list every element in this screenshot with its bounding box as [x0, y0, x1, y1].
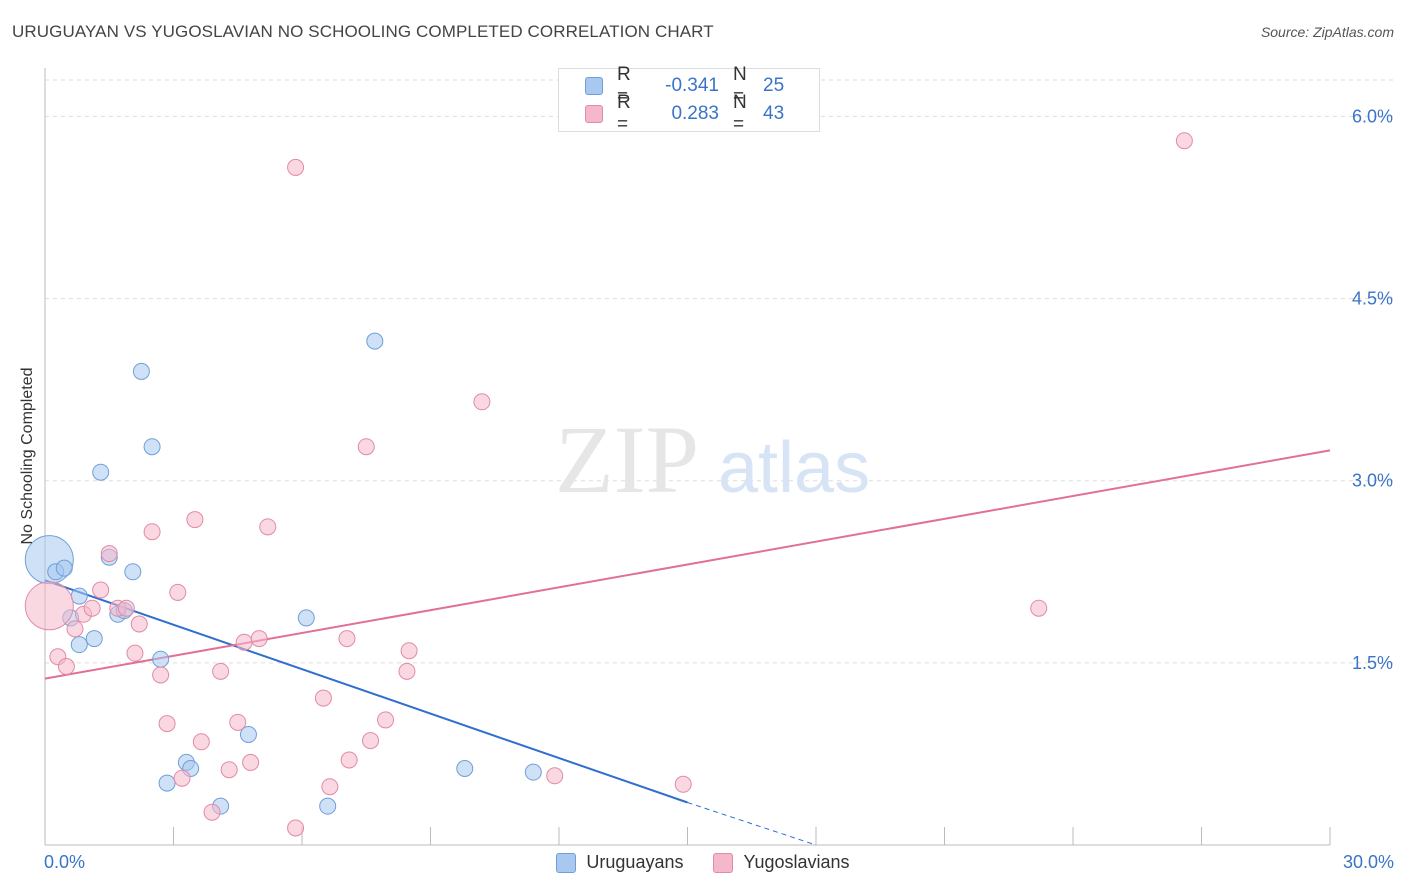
- yugoslavians-point: [473, 393, 491, 411]
- yugoslavians-point: [169, 583, 187, 601]
- yugoslavians-point: [398, 662, 416, 680]
- r-value: -0.341: [665, 75, 719, 96]
- x-tick-label-min: 0.0%: [44, 852, 86, 872]
- stats-row-uruguayans: R = -0.341 N = 25: [585, 64, 785, 107]
- legend-item-yugoslavians: Yugoslavians: [713, 852, 850, 873]
- chart-title: URUGUAYAN VS YUGOSLAVIAN NO SCHOOLING CO…: [12, 22, 714, 41]
- uruguayans-point: [92, 463, 110, 481]
- uruguayans-point: [55, 559, 73, 577]
- yugoslavians-point: [126, 644, 144, 662]
- uruguayans-swatch: [585, 77, 603, 95]
- uruguayans-point: [297, 609, 315, 627]
- x-tick-label-max: 30.0%: [1342, 852, 1394, 872]
- r-value: 0.283: [671, 103, 719, 124]
- yugoslavians-point: [203, 803, 221, 821]
- uruguayans-point: [124, 563, 142, 581]
- yugoslavians-point: [259, 518, 277, 536]
- watermark-atlas: atlas: [718, 428, 870, 508]
- yugoslavians-point: [314, 689, 332, 707]
- y-tick-label: 3.0%: [1352, 471, 1393, 491]
- yugoslavians-point: [338, 630, 356, 648]
- yugoslavians-point: [340, 751, 358, 769]
- y-axis-label: No Schooling Completed: [19, 367, 36, 545]
- uruguayans-point: [85, 630, 103, 648]
- yugoslavians-point: [117, 599, 135, 617]
- trendline-uruguayans: [44, 579, 688, 804]
- n-value: 25: [763, 75, 785, 96]
- y-tick-label: 4.5%: [1352, 289, 1393, 309]
- uruguayans-point: [239, 726, 257, 743]
- yugoslavians-point: [546, 767, 564, 785]
- uruguayans-point: [319, 797, 337, 815]
- uruguayans-point: [524, 763, 542, 781]
- yugoslavians-point: [220, 761, 238, 779]
- uruguayans-point: [70, 636, 88, 654]
- yugoslavians-point: [92, 581, 110, 599]
- yugoslavians-point: [242, 753, 260, 771]
- yugoslavians-point: [100, 545, 118, 563]
- yugoslavians-point: [57, 658, 75, 675]
- legend-label: Yugoslavians: [743, 852, 850, 872]
- r-label: R =: [617, 92, 631, 135]
- yugoslavians-point: [362, 732, 380, 750]
- n-label: N =: [733, 92, 747, 135]
- yugoslavians-point: [24, 581, 74, 631]
- stats-row-yugoslavians: R = 0.283 N = 43: [585, 92, 785, 135]
- yugoslavians-swatch: [585, 105, 603, 123]
- yugoslavians-point: [143, 523, 161, 541]
- uruguayans-point: [143, 438, 161, 456]
- uruguayans-swatch: [556, 852, 577, 873]
- yugoslavians-point: [66, 620, 84, 638]
- yugoslavians-point: [287, 158, 305, 176]
- yugoslavians-point: [152, 666, 170, 684]
- stats-legend: R = -0.341 N = 25 R = 0.283 N = 43: [558, 64, 820, 135]
- yugoslavians-swatch: [713, 852, 734, 873]
- yugoslavians-point: [377, 711, 395, 729]
- uruguayans-point: [366, 332, 384, 350]
- yugoslavians-point: [400, 642, 418, 660]
- yugoslavians-point: [250, 630, 268, 648]
- legend-label: Uruguayans: [586, 852, 684, 872]
- yugoslavians-point: [158, 715, 176, 733]
- yugoslavians-point: [83, 599, 101, 617]
- trendline-extension-uruguayans: [687, 802, 817, 846]
- yugoslavians-point: [212, 662, 230, 680]
- uruguayans-point: [456, 760, 474, 777]
- r-label: R =: [617, 64, 631, 107]
- uruguayans-point: [70, 587, 88, 605]
- yugoslavians-point: [173, 769, 191, 787]
- n-label: N =: [733, 64, 747, 107]
- yugoslavians-point: [186, 511, 204, 529]
- uruguayans-point: [158, 774, 176, 792]
- yugoslavians-point: [1030, 599, 1048, 617]
- yugoslavians-point: [130, 615, 148, 633]
- n-value: 43: [763, 103, 785, 124]
- yugoslavians-point: [235, 633, 253, 651]
- yugoslavians-point: [192, 733, 210, 751]
- source-label: Source: ZipAtlas.com: [1260, 24, 1394, 40]
- yugoslavians-point: [1175, 132, 1193, 150]
- yugoslavians-point: [674, 775, 692, 793]
- series-legend: Uruguayans Yugoslavians: [0, 852, 1406, 873]
- yugoslavians-point: [229, 713, 247, 731]
- uruguayans-point: [152, 650, 170, 668]
- uruguayans-point: [132, 362, 150, 380]
- y-tick-label: 1.5%: [1352, 653, 1393, 673]
- y-tick-label: 6.0%: [1352, 106, 1393, 126]
- yugoslavians-point: [357, 438, 375, 456]
- yugoslavians-point: [287, 819, 305, 837]
- watermark-zip: ZIP: [555, 406, 699, 513]
- legend-item-uruguayans: Uruguayans: [556, 852, 683, 873]
- yugoslavians-point: [321, 778, 339, 796]
